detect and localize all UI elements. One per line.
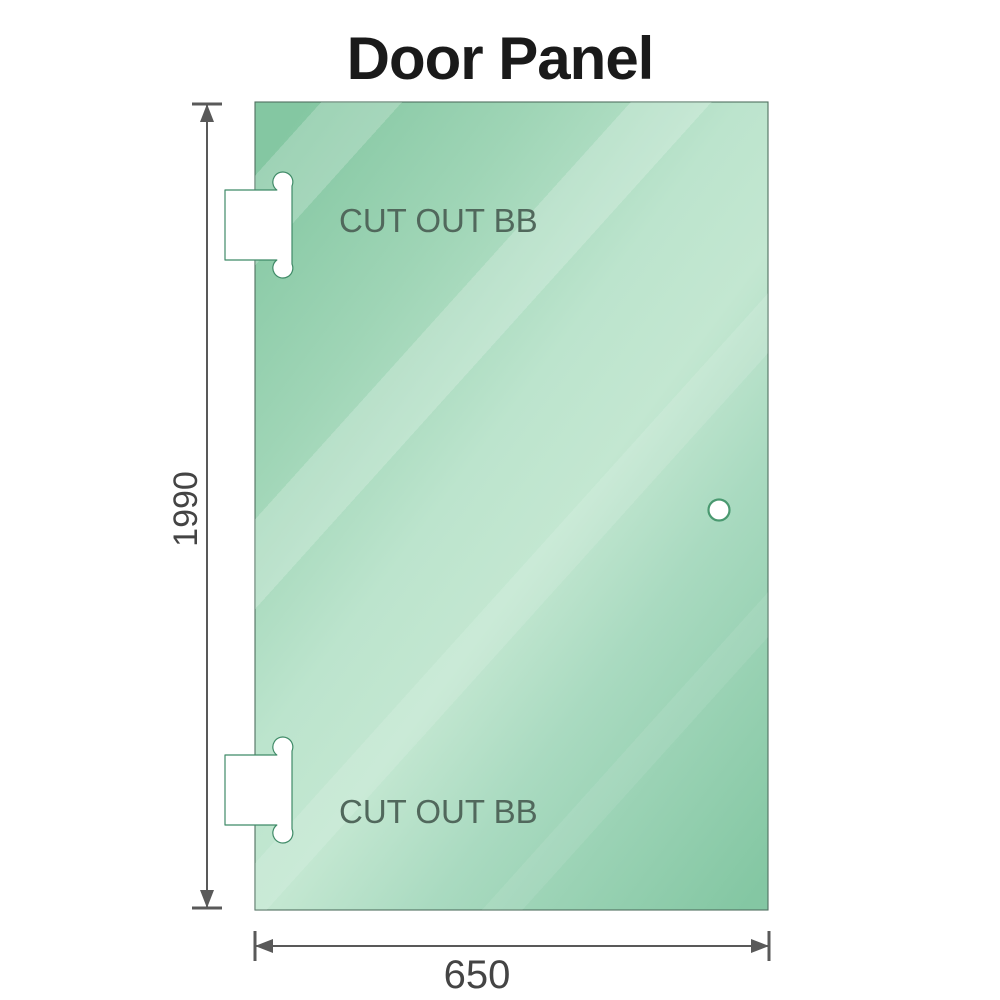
svg-text:1990: 1990 (167, 471, 205, 547)
svg-text:650: 650 (444, 953, 511, 997)
svg-text:CUT OUT BB: CUT OUT BB (339, 793, 538, 830)
svg-text:CUT OUT BB: CUT OUT BB (339, 202, 538, 239)
